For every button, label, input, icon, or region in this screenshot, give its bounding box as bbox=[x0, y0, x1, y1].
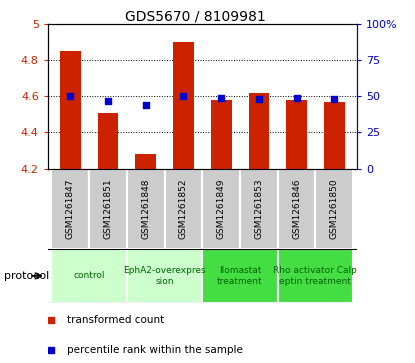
Point bbox=[331, 96, 337, 102]
Bar bbox=[240, 169, 278, 249]
Bar bbox=[165, 169, 203, 249]
Bar bbox=[51, 169, 89, 249]
Bar bbox=[98, 113, 118, 169]
Bar bbox=[278, 169, 315, 249]
Point bbox=[293, 95, 300, 101]
Text: GSM1261847: GSM1261847 bbox=[66, 179, 75, 239]
Text: GDS5670 / 8109981: GDS5670 / 8109981 bbox=[124, 9, 266, 23]
Bar bbox=[249, 93, 269, 169]
Bar bbox=[203, 169, 240, 249]
Point bbox=[67, 93, 74, 99]
Text: protocol: protocol bbox=[4, 271, 49, 281]
Bar bbox=[278, 249, 353, 303]
Bar bbox=[60, 51, 81, 169]
Bar bbox=[51, 249, 127, 303]
Text: control: control bbox=[73, 272, 105, 280]
Text: GSM1261853: GSM1261853 bbox=[254, 178, 264, 239]
Text: GSM1261852: GSM1261852 bbox=[179, 179, 188, 239]
Bar bbox=[173, 42, 194, 169]
Point bbox=[180, 93, 187, 99]
Bar bbox=[135, 154, 156, 169]
Text: transformed count: transformed count bbox=[67, 315, 164, 325]
Text: percentile rank within the sample: percentile rank within the sample bbox=[67, 345, 243, 355]
Text: GSM1261850: GSM1261850 bbox=[330, 178, 339, 239]
Point bbox=[256, 96, 262, 102]
Text: GSM1261846: GSM1261846 bbox=[292, 179, 301, 239]
Bar bbox=[324, 102, 344, 169]
Bar bbox=[203, 249, 278, 303]
Bar bbox=[211, 100, 232, 169]
Bar bbox=[89, 169, 127, 249]
Text: Ilomastat
treatment: Ilomastat treatment bbox=[217, 266, 263, 286]
Bar bbox=[127, 169, 165, 249]
Point bbox=[142, 102, 149, 108]
Text: Rho activator Calp
eptin treatment: Rho activator Calp eptin treatment bbox=[273, 266, 357, 286]
Text: GSM1261851: GSM1261851 bbox=[104, 178, 112, 239]
Text: GSM1261849: GSM1261849 bbox=[217, 179, 226, 239]
Point bbox=[105, 98, 111, 103]
Point bbox=[218, 95, 225, 101]
Bar bbox=[127, 249, 203, 303]
Bar bbox=[286, 100, 307, 169]
Bar bbox=[315, 169, 353, 249]
Text: EphA2-overexpres
sion: EphA2-overexpres sion bbox=[123, 266, 206, 286]
Text: GSM1261848: GSM1261848 bbox=[141, 179, 150, 239]
